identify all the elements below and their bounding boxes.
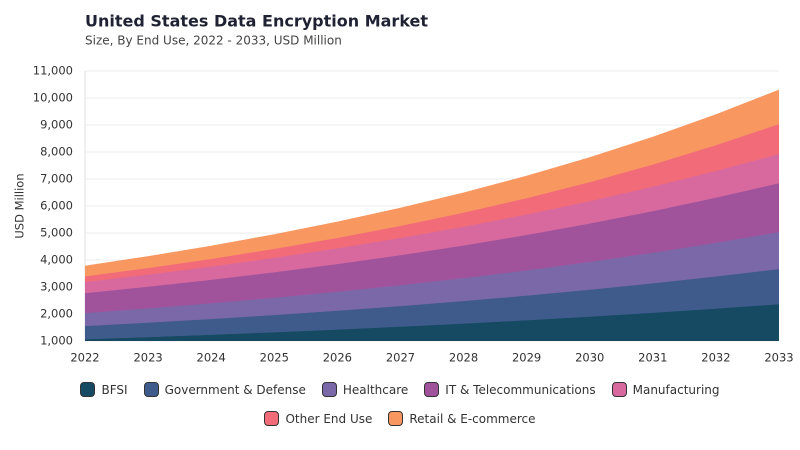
- legend-swatch: [388, 411, 404, 426]
- chart-subtitle: Size, By End Use, 2022 - 2033, USD Milli…: [85, 34, 342, 48]
- legend-item[interactable]: Government & Defense: [143, 382, 306, 397]
- x-tick-label: 2024: [197, 351, 226, 365]
- legend-item[interactable]: Retail & E-commerce: [388, 411, 536, 426]
- x-tick-label: 2026: [323, 351, 352, 365]
- y-tick-label: 5,000: [40, 226, 73, 240]
- chart-title: United States Data Encryption Market: [85, 12, 428, 31]
- y-axis-label: USD Million: [13, 173, 27, 238]
- area: [85, 89, 779, 277]
- legend-label: Healthcare: [342, 382, 409, 397]
- legend-label: Retail & E-commerce: [409, 411, 536, 426]
- legend-item[interactable]: IT & Telecommunications: [424, 382, 596, 397]
- y-tick-label: 9,000: [40, 118, 73, 132]
- legend-item[interactable]: Other End Use: [264, 411, 372, 426]
- legend-item[interactable]: BFSI: [80, 382, 128, 397]
- x-tick-label: 2022: [70, 351, 99, 365]
- legend-swatch: [424, 382, 440, 397]
- x-tick-label: 2031: [638, 351, 667, 365]
- y-tick-label: 7,000: [40, 172, 73, 186]
- x-tick-label: 2032: [701, 351, 730, 365]
- y-tick-label: 6,000: [40, 199, 73, 213]
- y-tick-label: 2,000: [40, 307, 73, 321]
- x-tick-label: 2023: [133, 351, 162, 365]
- legend-swatch: [80, 382, 96, 397]
- x-tick-label: 2028: [449, 351, 478, 365]
- legend-item[interactable]: Healthcare: [321, 382, 409, 397]
- x-tick-label: 2027: [386, 351, 415, 365]
- x-tick-label: 2030: [575, 351, 604, 365]
- y-tick-label: 8,000: [40, 145, 73, 159]
- y-tick-label: 11,000: [33, 64, 73, 78]
- legend-label: Manufacturing: [632, 382, 720, 397]
- y-tick-label: 1,000: [40, 334, 73, 348]
- chart: United States Data Encryption Market Siz…: [13, 12, 794, 365]
- legend-label: Government & Defense: [164, 382, 306, 397]
- legend: BFSI Government & Defense Healthcare IT & T…: [20, 382, 780, 426]
- x-tick-label: 2033: [764, 351, 793, 365]
- legend-label: Other End Use: [285, 411, 373, 426]
- legend-swatch: [321, 382, 337, 397]
- y-tick-label: 10,000: [33, 91, 73, 105]
- legend-label: BFSI: [101, 382, 128, 397]
- legend-label: IT & Telecommunications: [445, 382, 596, 397]
- x-tick-label: 2025: [260, 351, 289, 365]
- legend-swatch: [264, 411, 280, 426]
- x-tick-label: 2029: [512, 351, 541, 365]
- y-tick-label: 4,000: [40, 253, 73, 267]
- legend-swatch: [143, 382, 159, 397]
- y-tick-label: 3,000: [40, 280, 73, 294]
- legend-item[interactable]: Manufacturing: [611, 382, 720, 397]
- legend-swatch: [611, 382, 627, 397]
